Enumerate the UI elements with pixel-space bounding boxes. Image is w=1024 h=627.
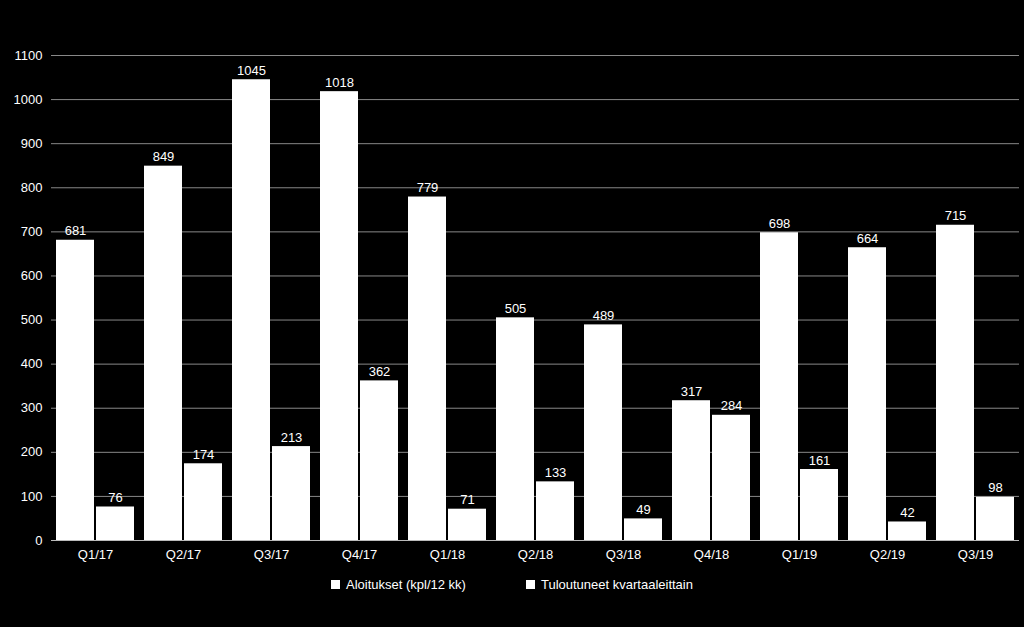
svg-text:1000: 1000 — [14, 92, 43, 107]
svg-text:400: 400 — [21, 356, 43, 371]
svg-text:174: 174 — [193, 447, 215, 462]
svg-text:849: 849 — [153, 149, 175, 164]
svg-text:Q2/19: Q2/19 — [870, 547, 905, 562]
svg-text:664: 664 — [857, 231, 879, 246]
svg-text:698: 698 — [769, 216, 791, 231]
svg-text:161: 161 — [809, 453, 831, 468]
svg-text:133: 133 — [545, 465, 567, 480]
svg-text:42: 42 — [900, 505, 914, 520]
svg-text:Q3/19: Q3/19 — [958, 547, 993, 562]
svg-text:1018: 1018 — [325, 75, 354, 90]
svg-text:681: 681 — [65, 223, 87, 238]
svg-text:Q1/19: Q1/19 — [782, 547, 817, 562]
svg-text:213: 213 — [281, 430, 303, 445]
svg-text:700: 700 — [21, 224, 43, 239]
svg-text:505: 505 — [505, 301, 527, 316]
html-text:Aloitukset (kpl/12 kk): Aloitukset (kpl/12 kk) — [346, 577, 466, 592]
svg-text:1100: 1100 — [15, 48, 43, 63]
svg-text:Q1/18: Q1/18 — [430, 547, 465, 562]
svg-text:Q4/17: Q4/17 — [342, 547, 377, 562]
svg-text:489: 489 — [593, 308, 615, 323]
svg-text:800: 800 — [21, 180, 43, 195]
svg-text:200: 200 — [21, 444, 43, 459]
svg-text:500: 500 — [21, 312, 43, 327]
svg-text:600: 600 — [21, 268, 43, 283]
svg-text:98: 98 — [988, 480, 1002, 495]
svg-text:900: 900 — [21, 136, 43, 151]
html-text:Tuloutuneet kvartaaleittain: Tuloutuneet kvartaaleittain — [541, 577, 693, 592]
svg-text:71: 71 — [460, 492, 474, 507]
svg-text:Q3/17: Q3/17 — [254, 547, 289, 562]
svg-text:Q2/17: Q2/17 — [166, 547, 201, 562]
svg-text:Q3/18: Q3/18 — [606, 547, 641, 562]
svg-text:1045: 1045 — [237, 63, 266, 78]
svg-text:Q2/18: Q2/18 — [518, 547, 553, 562]
svg-text:Q4/18: Q4/18 — [694, 547, 729, 562]
svg-text:362: 362 — [369, 364, 391, 379]
svg-text:284: 284 — [721, 398, 743, 413]
svg-text:Q1/17: Q1/17 — [78, 547, 113, 562]
svg-text:779: 779 — [417, 180, 439, 195]
svg-text:0: 0 — [35, 533, 42, 548]
svg-text:300: 300 — [21, 400, 43, 415]
svg-text:100: 100 — [21, 489, 43, 504]
svg-text:317: 317 — [681, 384, 703, 399]
svg-text:715: 715 — [945, 208, 967, 223]
svg-text:49: 49 — [636, 502, 650, 517]
svg-text:76: 76 — [108, 490, 122, 505]
